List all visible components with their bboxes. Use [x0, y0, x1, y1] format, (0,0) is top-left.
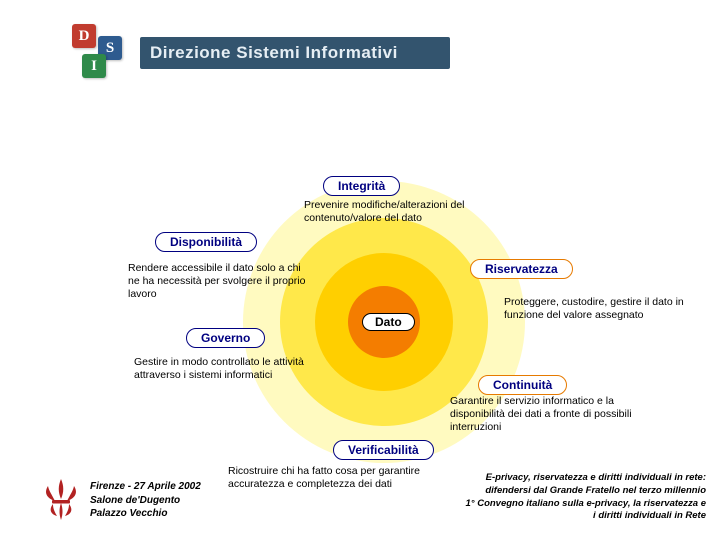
- footer-event-line1: Firenze - 27 Aprile 2002: [90, 480, 201, 494]
- descr-continuita: Garantire il servizio informatico e la d…: [450, 395, 670, 434]
- footer-event: Firenze - 27 Aprile 2002 Salone de'Dugen…: [90, 480, 201, 521]
- slide: D S I Direzione Sistemi Informativi Inte…: [0, 0, 720, 540]
- pill-disponibilita: Disponibilità: [155, 232, 257, 252]
- descr-disponibilita: Rendere accessibile il dato solo a chi n…: [128, 262, 308, 301]
- descr-governo: Gestire in modo controllato le attività …: [134, 356, 310, 382]
- pill-verificabilita: Verificabilità: [333, 440, 434, 460]
- descr-riservatezza: Proteggere, custodire, gestire il dato i…: [504, 296, 704, 322]
- pill-riservatezza: Riservatezza: [470, 259, 573, 279]
- descr-integrita: Prevenire modifiche/alterazioni del cont…: [304, 199, 524, 225]
- logo-tile-i: I: [82, 54, 106, 78]
- footer-right-line2: difendersi dal Grande Fratello nel terzo…: [376, 485, 706, 498]
- pill-governo: Governo: [186, 328, 265, 348]
- footer-right: E-privacy, riservatezza e diritti indivi…: [376, 472, 706, 523]
- giglio-icon: [40, 476, 82, 522]
- footer-event-line2: Salone de'Dugento: [90, 494, 201, 508]
- logo-tile-d: D: [72, 24, 96, 48]
- footer-event-line3: Palazzo Vecchio: [90, 507, 201, 521]
- footer-right-line3: 1° Convegno italiano sulla e-privacy, la…: [376, 498, 706, 511]
- footer-right-line1: E-privacy, riservatezza e diritti indivi…: [376, 472, 706, 485]
- header-title: Direzione Sistemi Informativi: [140, 37, 450, 69]
- logo-tiles: D S I: [72, 24, 130, 82]
- header-logo: D S I Direzione Sistemi Informativi: [72, 24, 450, 82]
- pill-integrita: Integrità: [323, 176, 400, 196]
- footer-right-line4: i diritti individuali in Rete: [376, 510, 706, 523]
- center-pill-dato: Dato: [362, 313, 415, 331]
- pill-continuita: Continuità: [478, 375, 567, 395]
